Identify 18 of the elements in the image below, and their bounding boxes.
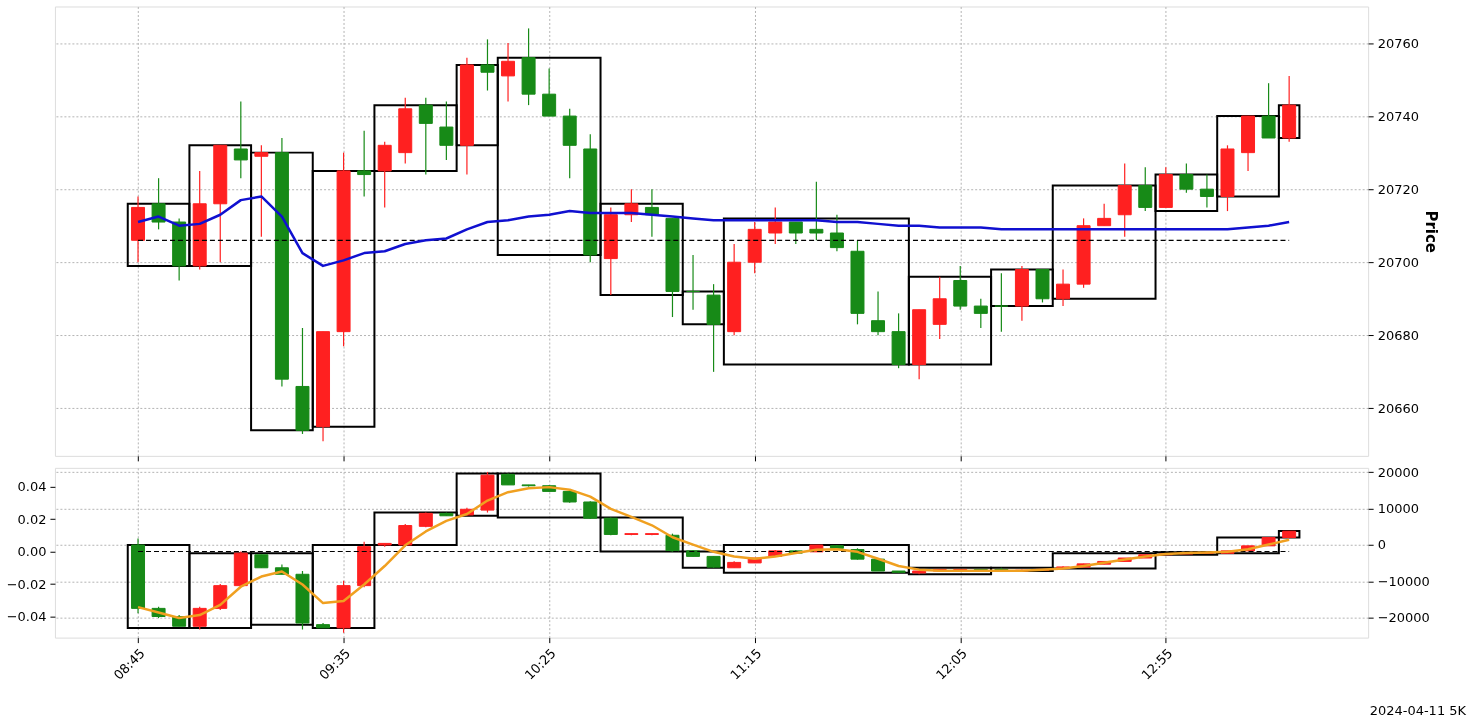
y-tick-label: 20740 [1377,108,1419,124]
y2-tick-label: 10000 [1377,501,1419,517]
y-tick-label: 0.04 [17,479,47,495]
y-axis-title: Price [1421,210,1440,253]
y-tick-label: 20760 [1377,35,1419,51]
y2-tick-label: 0 [1377,537,1386,553]
y2-tick-label: −10000 [1377,573,1430,589]
y-tick-label: −0.04 [6,609,47,624]
y-tick-label: 20720 [1377,181,1419,197]
y2-tick-label: −20000 [1377,610,1430,626]
y2-tick-label: 20000 [1377,464,1419,480]
y-tick-label: 20660 [1377,400,1419,416]
text: 2024-04-11 5K [1369,702,1467,718]
y-tick-label: 0.02 [17,511,47,527]
y-tick-label: 0.00 [17,544,47,560]
y-tick-label: −0.02 [6,576,47,592]
y-tick-label: 20680 [1377,327,1419,343]
y-tick-label: 20700 [1377,254,1419,270]
